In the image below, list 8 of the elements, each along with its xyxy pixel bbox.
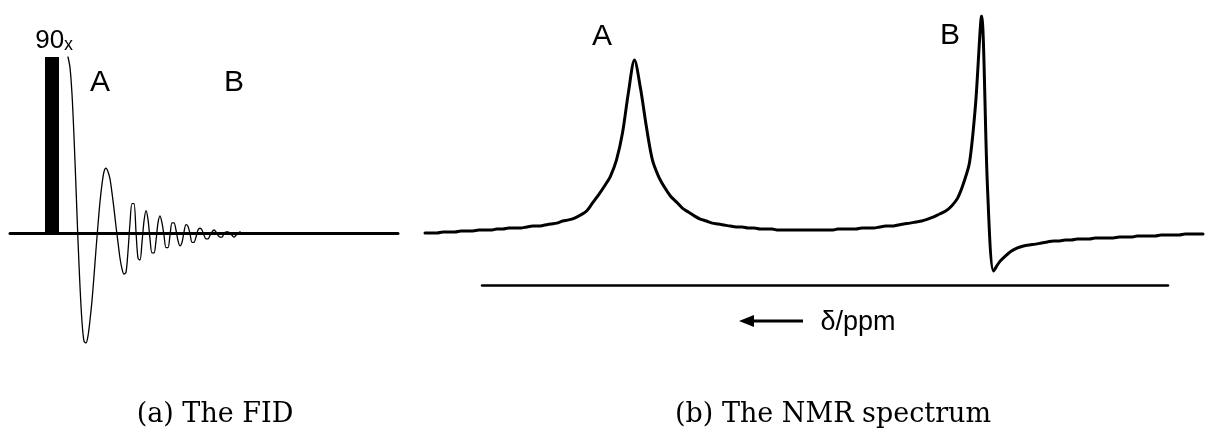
annotation: A bbox=[89, 63, 111, 97]
annotation: A bbox=[591, 17, 613, 51]
annotation: B bbox=[223, 63, 245, 97]
x-axis-title: δ/ppm bbox=[820, 305, 896, 336]
annotation: B bbox=[939, 16, 961, 50]
text: 90ₓ bbox=[35, 24, 74, 54]
text: (b) The NMR spectrum bbox=[674, 397, 992, 428]
text: (a) The FID bbox=[136, 397, 294, 428]
